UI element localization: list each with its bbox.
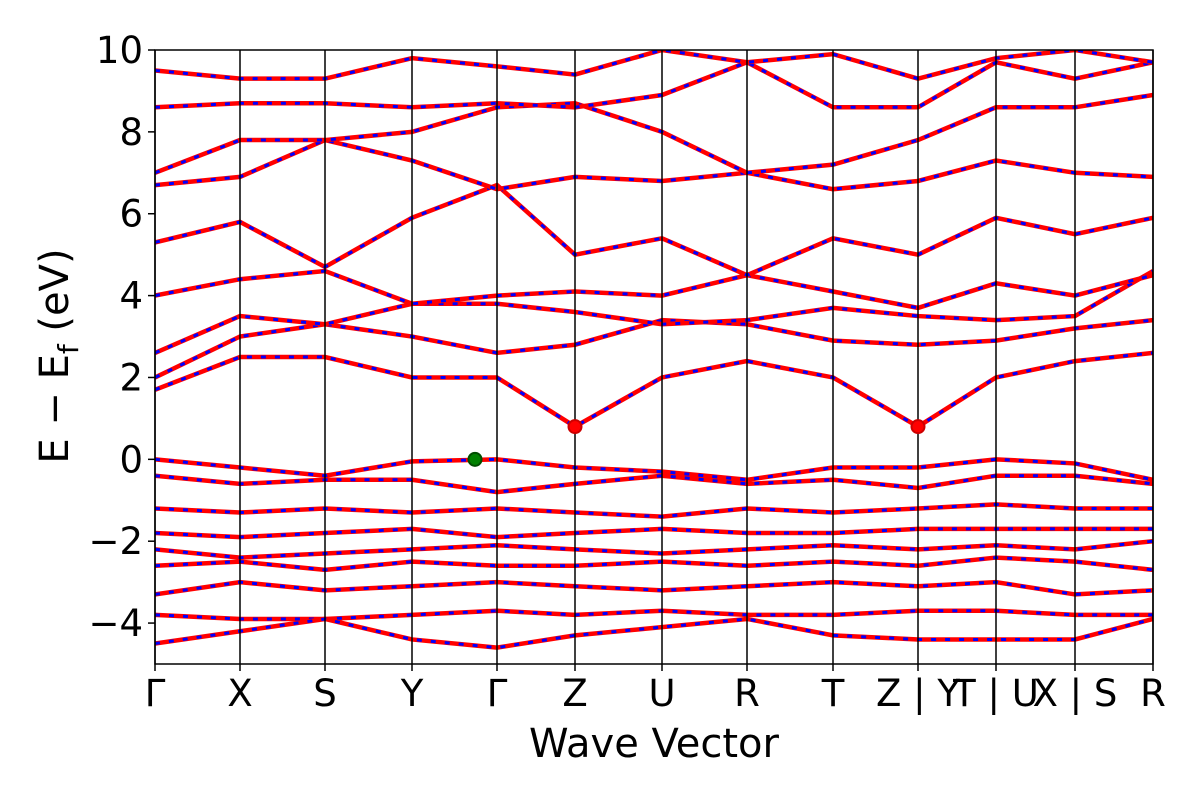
- x-tick-label: X | S: [1033, 672, 1118, 715]
- band-line: [155, 473, 1153, 495]
- plot-area: [154, 49, 1154, 665]
- band-line: [155, 268, 1153, 311]
- band-edge-marker: [567, 419, 583, 435]
- band-line-dashed: [155, 60, 1153, 109]
- band-line: [155, 317, 1153, 380]
- band-line: [155, 538, 1153, 560]
- y-tick-label: 4: [119, 275, 143, 318]
- band-line: [155, 502, 1153, 519]
- x-tick-label: S: [313, 672, 337, 715]
- x-tick-label: R: [734, 672, 760, 715]
- band-line: [155, 555, 1153, 573]
- band-line: [155, 616, 1153, 650]
- band-edge-marker: [910, 419, 926, 435]
- y-tick-label: −2: [88, 520, 143, 563]
- x-tick-label: T: [821, 672, 845, 715]
- y-tick-label: 8: [119, 111, 143, 154]
- band-line-dashed: [155, 269, 1153, 310]
- y-tick-label: 0: [119, 438, 143, 481]
- y-label-sub: f: [52, 343, 85, 354]
- band-line: [155, 59, 1153, 110]
- x-tick-label: Y: [400, 672, 424, 715]
- x-tick-label: Γ: [487, 672, 508, 715]
- band-line-dashed: [155, 351, 1153, 429]
- x-tick-label: Γ: [145, 672, 166, 715]
- band-line: [155, 579, 1153, 597]
- x-tick-label: Z: [562, 672, 587, 715]
- x-tick-label: R: [1140, 672, 1166, 715]
- band-line: [155, 608, 1153, 622]
- x-tick-label: Z | Y: [876, 672, 960, 715]
- y-label-main: E − E: [32, 354, 78, 464]
- x-tick-label: T | U: [952, 672, 1039, 715]
- x-tick-label: X: [227, 672, 252, 715]
- y-label-unit: (eV): [32, 248, 78, 344]
- band-line: [155, 526, 1153, 540]
- band-line-dashed: [155, 183, 1153, 277]
- y-tick-label: 6: [119, 193, 143, 236]
- bands: [155, 50, 1153, 650]
- y-tick-label: 10: [96, 29, 143, 72]
- plot-frame: [154, 49, 1154, 665]
- y-axis-label: E − Ef (eV): [32, 248, 85, 463]
- y-tick-label: 2: [119, 356, 143, 399]
- y-tick-label: −4: [88, 602, 143, 645]
- x-tick-label: U: [648, 672, 675, 715]
- band-edge-marker: [467, 451, 483, 467]
- x-axis-label: Wave Vector: [529, 721, 780, 767]
- band-line: [155, 350, 1153, 430]
- band-line: [155, 182, 1153, 278]
